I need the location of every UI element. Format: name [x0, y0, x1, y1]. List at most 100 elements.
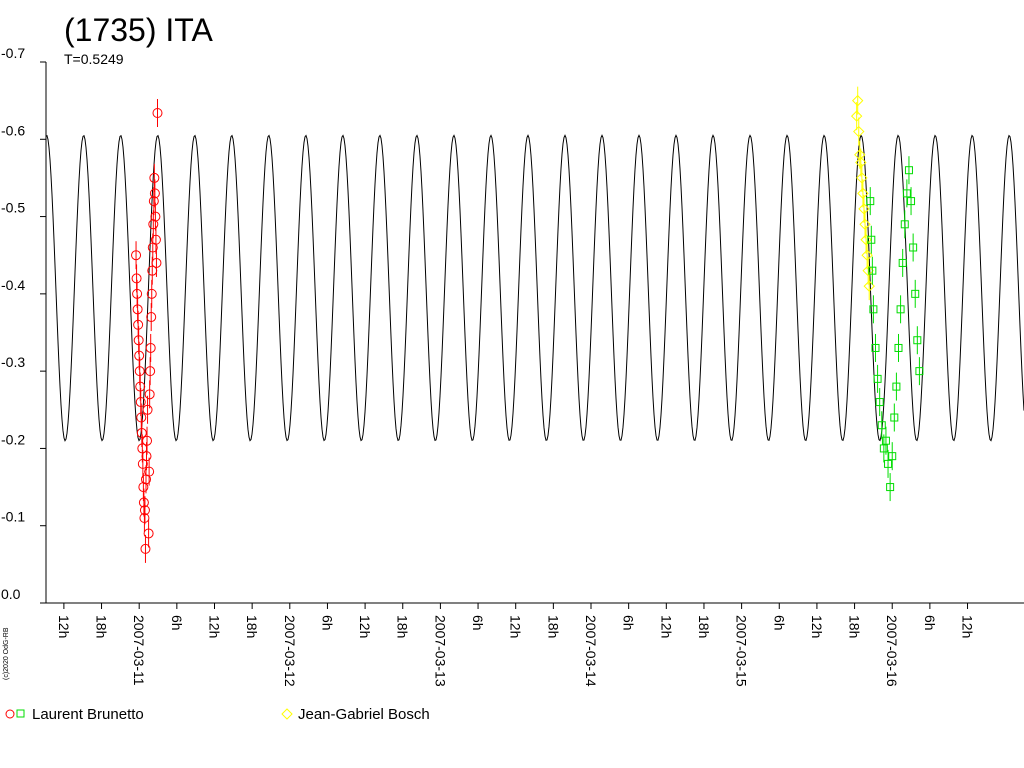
x-tick-label: 2007-03-14 [583, 615, 599, 687]
data-point-square [868, 266, 877, 275]
data-point-square [913, 336, 922, 345]
data-point-square [879, 444, 888, 453]
x-tick-label: 2007-03-11 [131, 615, 147, 686]
x-tick-label: 18h [94, 615, 110, 638]
x-axis: 12h 18h 2007-03-11 6h 12h 18h 2007-03-12 6h 12h 1… [46, 602, 1024, 687]
x-tick-label: 6h [621, 615, 637, 631]
data-point-diamond [856, 172, 868, 184]
x-tick-label: 18h [395, 615, 411, 638]
data-point-square [892, 382, 901, 391]
data-point-circle [149, 188, 160, 199]
data-point-square [869, 305, 878, 314]
data-point-circle [144, 466, 155, 477]
data-point-square [875, 398, 884, 407]
data-point-square [886, 483, 895, 492]
y-tick-label: -0.2 [1, 431, 25, 447]
data-point-circle [149, 172, 160, 183]
data-point-circle [140, 543, 151, 554]
x-tick-label: 6h [169, 615, 185, 631]
x-tick-label: 12h [206, 615, 222, 638]
data-point-square [909, 243, 918, 252]
data-point-square [911, 289, 920, 298]
y-tick-label: -0.3 [1, 354, 25, 370]
data-point-square [904, 166, 913, 175]
data-point-circle [133, 319, 144, 330]
legend-marker-square [16, 709, 25, 718]
data-point-square [871, 343, 880, 352]
legend-label: Laurent Brunetto [32, 706, 144, 723]
data-point-circle [131, 273, 142, 284]
data-point-square [888, 452, 897, 461]
x-tick-label: 12h [658, 615, 674, 638]
data-point-circle [134, 366, 145, 377]
data-point-circle [139, 505, 150, 516]
x-tick-label: 12h [960, 615, 976, 638]
data-point-square [915, 367, 924, 376]
data-point-square [877, 421, 886, 430]
x-tick-label: 2007-03-13 [432, 615, 448, 687]
data-point-circle [148, 219, 159, 230]
x-tick-label: 6h [470, 615, 486, 631]
data-point-circle [135, 397, 146, 408]
data-point-square [866, 197, 875, 206]
x-tick-label: 2007-03-15 [734, 615, 750, 687]
legend-marker-diamond [281, 708, 293, 720]
data-point-circle [145, 366, 156, 377]
x-tick-label: 18h [545, 615, 561, 638]
data-point-square [896, 305, 905, 314]
data-point-circle [143, 528, 154, 539]
x-tick-label: 18h [847, 615, 863, 638]
data-point-diamond [859, 218, 871, 231]
data-point-circle [138, 497, 149, 508]
data-point-circle [148, 196, 159, 207]
data-point-circle [151, 257, 162, 268]
data-point-circle [141, 451, 152, 462]
data-point-circle [136, 412, 147, 423]
x-tick-label: 12h [809, 615, 825, 638]
y-tick-label: -0.4 [1, 277, 25, 293]
data-point-square [890, 413, 899, 422]
y-tick-label: -0.5 [1, 200, 25, 216]
data-point-circle [150, 211, 161, 222]
data-point-circle [133, 335, 144, 346]
data-point-circle [152, 108, 163, 119]
legend: Laurent Brunetto Jean-Gabriel Bosch [5, 706, 430, 723]
x-tick-label: 12h [357, 615, 373, 638]
y-tick-label: 0.0 [1, 586, 21, 602]
data-point-square [898, 258, 907, 267]
model-curve [45, 134, 1024, 442]
data-point-diamond [858, 203, 870, 215]
copyright-notice: (c)2020 OdG-RB [3, 627, 10, 680]
data-point-square [900, 220, 909, 229]
data-point-circle [132, 288, 143, 299]
data-point-square [902, 189, 911, 198]
data-point-circle [136, 427, 147, 438]
data-point-diamond [854, 149, 866, 161]
x-tick-label: 6h [771, 615, 787, 631]
legend-marker-circle [5, 709, 15, 719]
chart-subtitle: T=0.5249 [64, 51, 124, 67]
data-point-square [873, 374, 882, 383]
data-point-circle [146, 312, 157, 323]
data-points [131, 86, 924, 563]
data-point-diamond [851, 94, 864, 107]
data-point-circle [134, 350, 145, 361]
x-tick-label: 6h [922, 615, 938, 631]
data-point-square [884, 459, 893, 468]
data-point-circle [132, 304, 143, 315]
data-point-diamond [857, 187, 869, 200]
y-tick-label: -0.6 [1, 122, 25, 138]
y-tick-label: -0.7 [1, 45, 25, 61]
x-tick-label: 2007-03-12 [282, 615, 298, 687]
x-tick-label: 6h [319, 615, 335, 631]
data-point-circle [139, 512, 150, 523]
data-point-circle [138, 482, 149, 493]
data-point-circle [131, 250, 142, 261]
data-point-circle [142, 404, 153, 415]
data-point-square [867, 235, 876, 244]
x-tick-label: 12h [508, 615, 524, 638]
data-point-square [907, 197, 916, 206]
data-point-circle [142, 435, 153, 446]
model-curve-line [45, 134, 1024, 442]
